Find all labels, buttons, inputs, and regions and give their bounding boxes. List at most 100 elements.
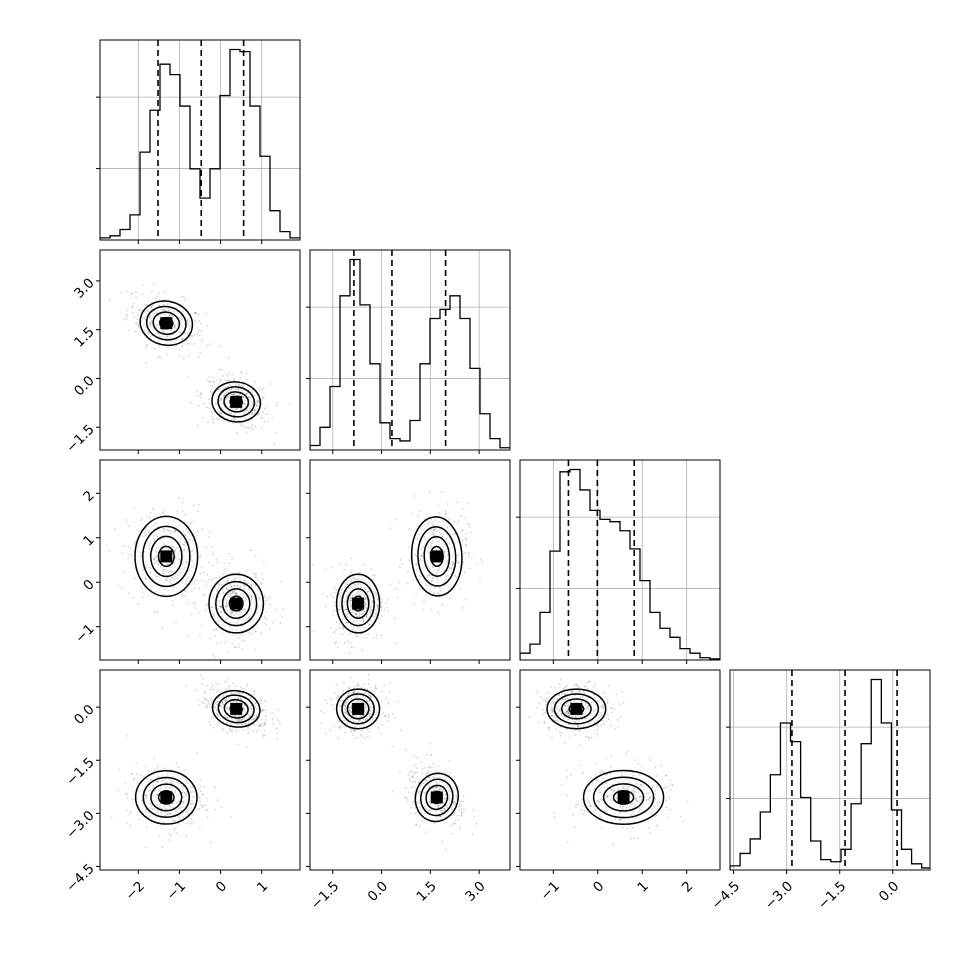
sample-point <box>586 707 589 709</box>
sample-point <box>141 596 144 599</box>
sample-point <box>638 795 641 798</box>
sample-point <box>253 394 255 397</box>
sample-point <box>233 414 236 416</box>
sample-point <box>354 714 357 717</box>
sample-point <box>206 325 208 328</box>
density-contour <box>152 311 181 336</box>
sample-point <box>148 544 151 546</box>
sample-point <box>211 415 214 418</box>
sample-point <box>140 554 143 557</box>
sample-point <box>246 392 249 395</box>
sample-point <box>232 591 234 593</box>
sample-point <box>192 814 195 817</box>
sample-point <box>366 716 369 719</box>
sample-point <box>200 392 202 394</box>
sample-point <box>458 827 461 830</box>
sample-point <box>185 560 188 563</box>
sample-point <box>425 774 428 777</box>
sample-point <box>437 765 439 767</box>
sample-point <box>466 502 469 505</box>
sample-point <box>207 579 210 582</box>
sample-point <box>538 703 540 705</box>
sample-point <box>458 809 461 812</box>
sample-point <box>253 408 256 411</box>
sample-point <box>592 709 595 711</box>
sample-point <box>199 801 202 803</box>
sample-point <box>196 333 199 336</box>
sample-point <box>140 774 143 777</box>
sample-point <box>583 809 586 812</box>
sample-point <box>346 583 349 585</box>
sample-point <box>156 535 159 538</box>
sample-point <box>595 818 598 821</box>
sample-point <box>249 697 251 700</box>
sample-point <box>444 809 447 811</box>
sample-point <box>177 552 180 555</box>
sample-point <box>411 775 413 778</box>
sample-point <box>333 725 335 728</box>
sample-point <box>152 507 154 510</box>
density-contour <box>134 515 199 598</box>
x-tick-label: 0.0 <box>876 878 903 905</box>
sample-point <box>216 713 219 715</box>
sample-point <box>357 583 359 585</box>
sample-point <box>368 721 371 724</box>
sample-point <box>358 627 360 630</box>
sample-point <box>420 548 422 550</box>
sample-point <box>279 622 282 625</box>
sample-point <box>435 786 438 789</box>
sample-point <box>208 721 211 723</box>
sample-point <box>230 609 233 612</box>
sample-point <box>144 316 147 318</box>
sample-point <box>140 320 143 323</box>
sample-point <box>237 388 240 391</box>
sample-point <box>178 305 180 308</box>
sample-point <box>217 620 220 623</box>
sample-point <box>225 605 228 608</box>
sample-point <box>288 403 291 406</box>
sample-point <box>408 546 410 549</box>
sample-point <box>607 713 609 716</box>
sample-point <box>228 410 231 413</box>
sample-point <box>410 786 413 789</box>
sample-point <box>148 323 151 325</box>
sample-point <box>343 703 346 705</box>
sample-point <box>440 535 443 538</box>
sample-point <box>137 324 140 327</box>
sample-point <box>126 309 129 312</box>
sample-point <box>237 619 240 622</box>
sample-point <box>260 718 263 721</box>
sample-point <box>546 691 549 694</box>
sample-point <box>413 781 415 783</box>
sample-point <box>149 317 152 320</box>
sample-point <box>187 342 190 345</box>
sample-point <box>549 705 552 708</box>
sample-point <box>381 690 383 693</box>
sample-point <box>246 683 249 685</box>
sample-point <box>449 791 452 793</box>
sample-point <box>420 555 423 558</box>
sample-point <box>164 309 166 312</box>
sample-point <box>665 799 667 802</box>
sample-point <box>178 807 180 810</box>
sample-point <box>190 522 193 525</box>
sample-point <box>226 731 229 734</box>
sample-point <box>195 689 197 692</box>
sample-point <box>206 603 209 606</box>
sample-point <box>190 818 193 821</box>
sample-point <box>233 393 236 395</box>
sample-point <box>173 819 176 822</box>
sample-point <box>276 732 279 735</box>
sample-point <box>463 808 465 811</box>
sample-point <box>182 337 185 340</box>
sample-point <box>339 725 342 728</box>
sample-point <box>545 699 547 702</box>
sample-point <box>567 712 570 714</box>
sample-point <box>160 812 163 815</box>
sample-point <box>239 586 241 589</box>
sample-point <box>332 707 335 710</box>
sample-point <box>242 595 245 598</box>
sample-point <box>380 598 382 600</box>
sample-point <box>252 723 255 726</box>
sample-point <box>645 792 648 795</box>
